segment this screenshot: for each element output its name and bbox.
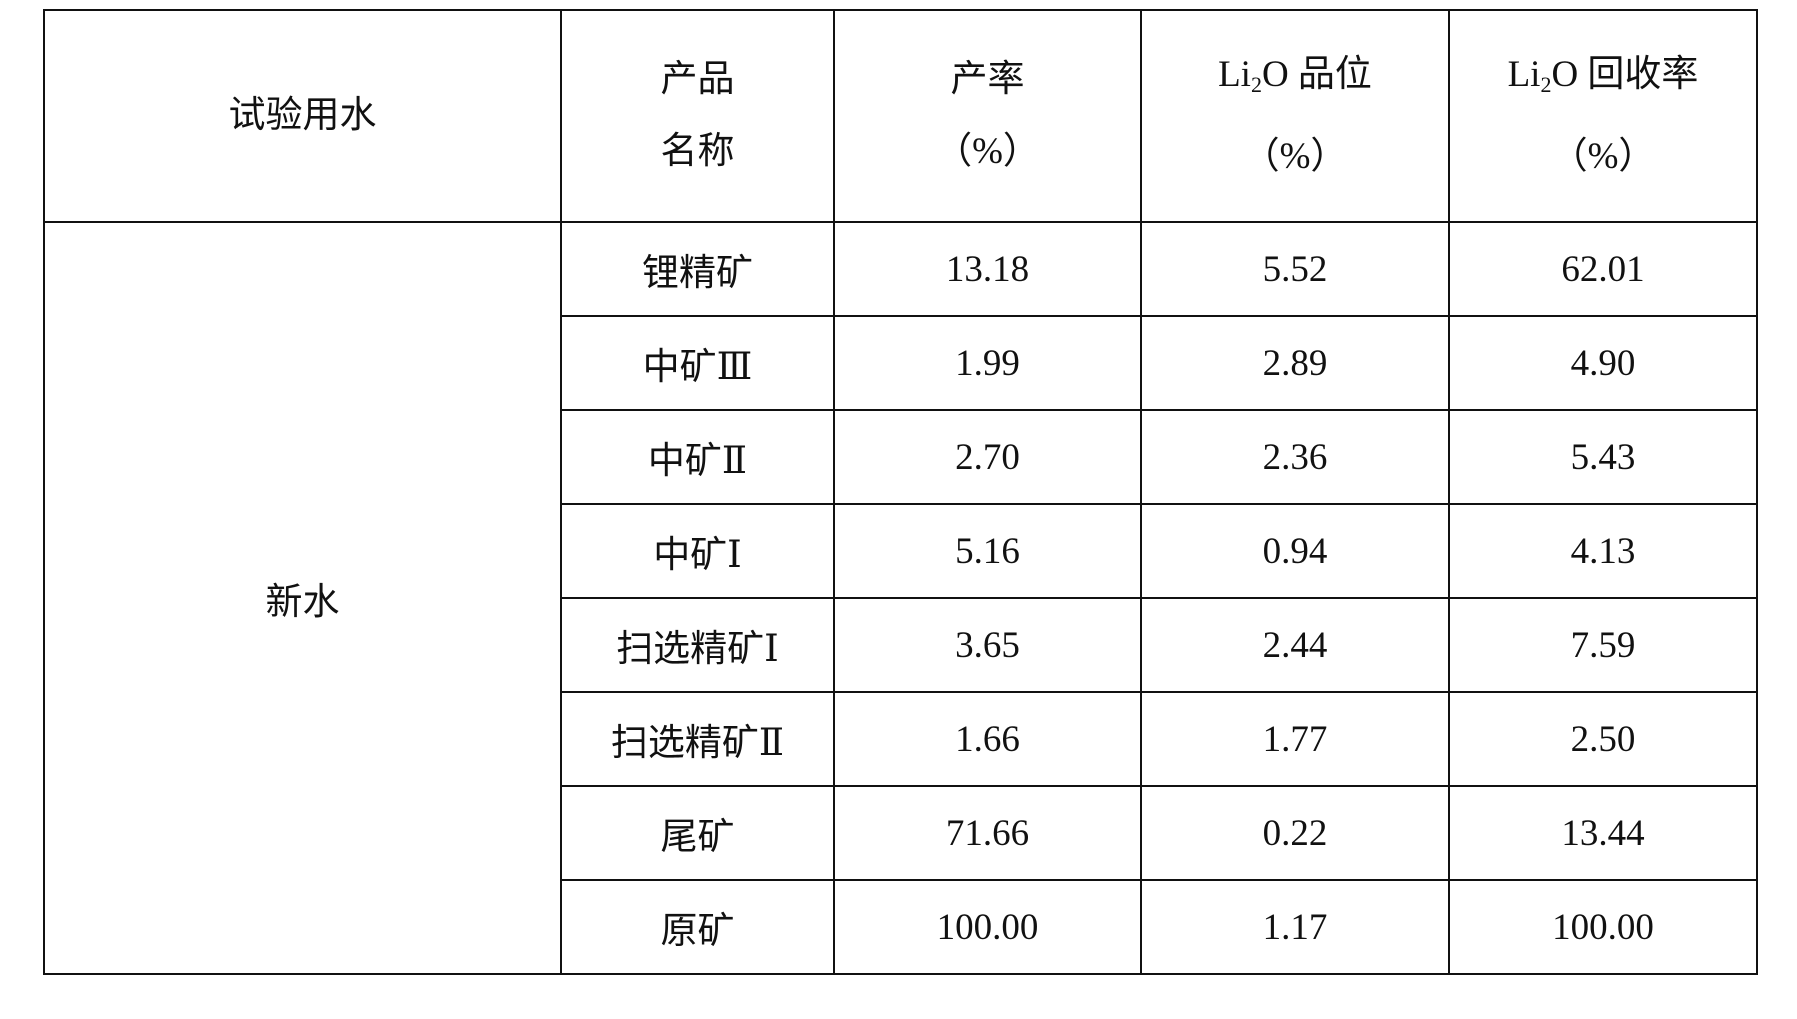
header-grade-line2: （%） bbox=[1243, 136, 1348, 177]
grade-cell: 2.44 bbox=[1141, 598, 1449, 692]
recovery-cell: 7.59 bbox=[1449, 598, 1757, 692]
header-row: 试验用水 产品名称 产率（%） Li2O 品位（%） Li2O 回收率（%） bbox=[44, 10, 1757, 222]
header-recovery-post: O 回收率 bbox=[1551, 54, 1698, 95]
yield-cell: 5.16 bbox=[834, 504, 1141, 598]
product-cell: 中矿Ⅱ bbox=[561, 410, 834, 504]
yield-cell: 71.66 bbox=[834, 786, 1141, 880]
header-product: 产品名称 bbox=[561, 10, 834, 222]
header-recovery-pre: Li bbox=[1508, 54, 1541, 95]
grade-cell: 2.89 bbox=[1141, 316, 1449, 410]
product-cell: 扫选精矿Ⅰ bbox=[561, 598, 834, 692]
header-recovery-line2: （%） bbox=[1551, 136, 1656, 177]
grade-cell: 5.52 bbox=[1141, 222, 1449, 316]
header-grade: Li2O 品位 （%） bbox=[1141, 10, 1449, 222]
yield-cell: 13.18 bbox=[834, 222, 1141, 316]
header-grade-post: O 品位 bbox=[1262, 54, 1372, 95]
grade-cell: 1.77 bbox=[1141, 692, 1449, 786]
yield-cell: 3.65 bbox=[834, 598, 1141, 692]
recovery-cell: 100.00 bbox=[1449, 880, 1757, 974]
header-yield-line2: （%） bbox=[935, 131, 1040, 172]
recovery-cell: 62.01 bbox=[1449, 222, 1757, 316]
header-recovery: Li2O 回收率 （%） bbox=[1449, 10, 1757, 222]
grade-cell: 1.17 bbox=[1141, 880, 1449, 974]
yield-cell: 2.70 bbox=[834, 410, 1141, 504]
yield-cell: 1.66 bbox=[834, 692, 1141, 786]
yield-cell: 100.00 bbox=[834, 880, 1141, 974]
header-yield-line1: 产率 bbox=[951, 59, 1025, 100]
product-cell: 锂精矿 bbox=[561, 222, 834, 316]
header-grade-pre: Li bbox=[1218, 54, 1251, 95]
product-cell: 原矿 bbox=[561, 880, 834, 974]
table-row: 新水锂精矿13.185.5262.01 bbox=[44, 222, 1757, 316]
yield-cell: 1.99 bbox=[834, 316, 1141, 410]
product-cell: 尾矿 bbox=[561, 786, 834, 880]
header-recovery-sub: 2 bbox=[1540, 72, 1551, 97]
header-product-line1: 产品 bbox=[661, 59, 735, 100]
product-cell: 中矿Ⅰ bbox=[561, 504, 834, 598]
results-table: 试验用水 产品名称 产率（%） Li2O 品位（%） Li2O 回收率（%） 新… bbox=[43, 9, 1758, 975]
recovery-cell: 5.43 bbox=[1449, 410, 1757, 504]
grade-cell: 2.36 bbox=[1141, 410, 1449, 504]
product-cell: 中矿Ⅲ bbox=[561, 316, 834, 410]
header-water: 试验用水 bbox=[44, 10, 561, 222]
recovery-cell: 13.44 bbox=[1449, 786, 1757, 880]
recovery-cell: 2.50 bbox=[1449, 692, 1757, 786]
header-yield: 产率 （%） bbox=[834, 10, 1141, 222]
water-type-cell: 新水 bbox=[44, 222, 561, 974]
header-water-text: 试验用水 bbox=[229, 95, 377, 136]
recovery-cell: 4.13 bbox=[1449, 504, 1757, 598]
header-grade-sub: 2 bbox=[1251, 72, 1262, 97]
grade-cell: 0.22 bbox=[1141, 786, 1449, 880]
recovery-cell: 4.90 bbox=[1449, 316, 1757, 410]
grade-cell: 0.94 bbox=[1141, 504, 1449, 598]
product-cell: 扫选精矿Ⅱ bbox=[561, 692, 834, 786]
header-product-line2: 名称 bbox=[661, 131, 735, 172]
